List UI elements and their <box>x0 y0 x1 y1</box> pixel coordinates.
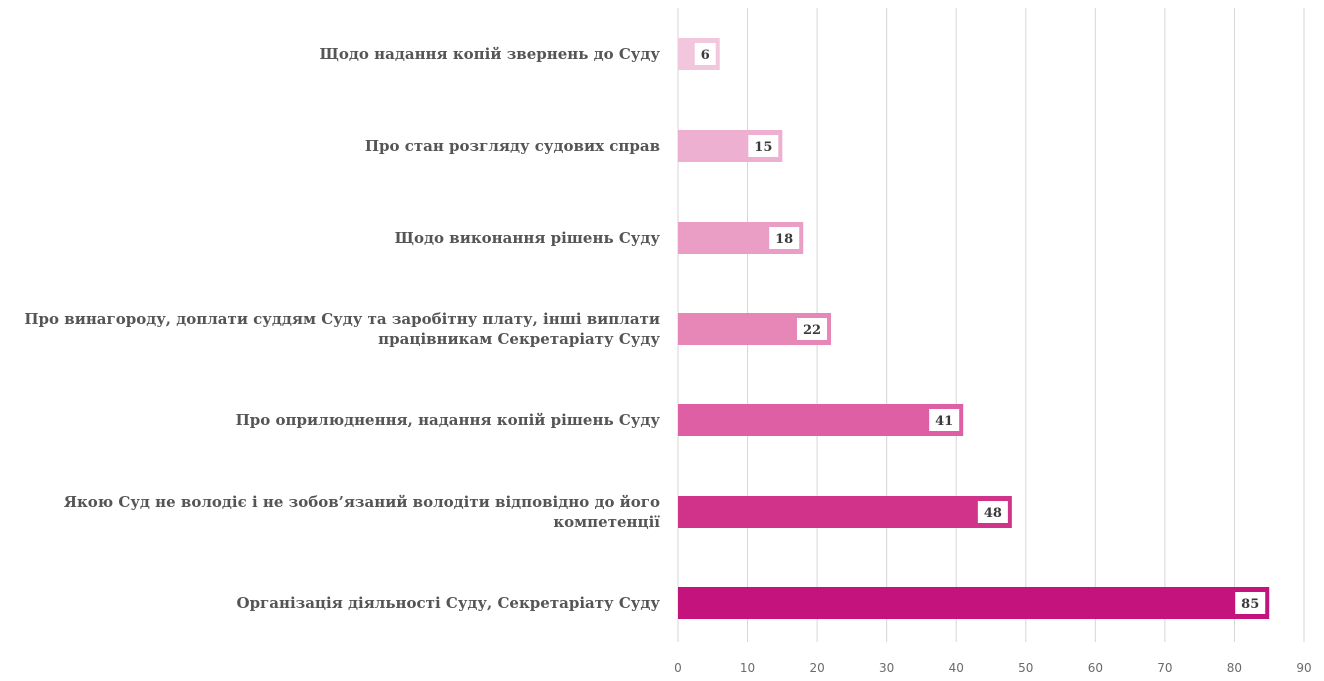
x-tick-label: 30 <box>879 661 894 675</box>
data-label: 22 <box>803 323 821 338</box>
data-label: 6 <box>701 48 710 63</box>
category-label: Про оприлюднення, надання копій рішень С… <box>236 411 661 429</box>
data-label: 15 <box>754 140 772 155</box>
category-labels: Щодо надання копій звернень до Суду Про с… <box>24 45 660 612</box>
bar <box>678 496 1012 528</box>
x-tick-label: 80 <box>1227 661 1242 675</box>
data-label: 48 <box>984 506 1002 521</box>
data-labels: 6 15 18 22 41 48 85 <box>694 43 1266 614</box>
category-label-line: Щодо виконання рішень Суду <box>395 229 661 247</box>
data-label: 18 <box>775 232 793 247</box>
data-label-box <box>769 227 800 249</box>
category-label-line: Організація діяльності Суду, Секретаріат… <box>237 594 661 612</box>
x-tick-label: 60 <box>1088 661 1103 675</box>
bar <box>678 404 964 436</box>
category-label: Щодо виконання рішень Суду <box>395 229 661 247</box>
category-label: Про винагороду, доплати суддям Суду та з… <box>24 310 660 348</box>
data-label-box <box>977 501 1008 523</box>
data-label-box <box>694 43 716 65</box>
category-label-line: Якою Суд не володіє і не зобов’язаний во… <box>64 493 660 511</box>
category-label: Про стан розгляду судових справ <box>365 137 660 155</box>
category-label-line: працівникам Секретаріату Суду <box>378 330 660 348</box>
data-label-box <box>929 409 960 431</box>
category-label-line: Про оприлюднення, надання копій рішень С… <box>236 411 661 429</box>
data-label-box <box>748 135 779 157</box>
x-tick-label: 40 <box>949 661 964 675</box>
x-tick-label: 50 <box>1018 661 1033 675</box>
gridlines <box>677 8 1305 642</box>
category-label: Організація діяльності Суду, Секретаріат… <box>237 594 661 612</box>
bar <box>678 587 1270 619</box>
data-label: 41 <box>935 414 953 429</box>
x-tick-label: 70 <box>1157 661 1172 675</box>
data-label-box <box>1235 592 1266 614</box>
category-label-line: Про стан розгляду судових справ <box>365 137 660 155</box>
category-label-line: Щодо надання копій звернень до Суду <box>320 45 661 63</box>
x-tick-label: 90 <box>1296 661 1311 675</box>
data-label-box <box>797 318 828 340</box>
x-tick-label: 0 <box>674 661 682 675</box>
data-label: 85 <box>1241 597 1259 612</box>
category-label: Якою Суд не володіє і не зобов’язаний во… <box>64 493 661 531</box>
x-axis-ticks: 0 10 20 30 40 50 60 70 80 90 <box>674 661 1311 675</box>
category-label: Щодо надання копій звернень до Суду <box>320 45 661 63</box>
x-tick-label: 20 <box>809 661 824 675</box>
category-label-line: Про винагороду, доплати суддям Суду та з… <box>24 310 660 328</box>
category-label-line: компетенції <box>553 513 660 531</box>
x-tick-label: 10 <box>740 661 755 675</box>
bars <box>678 38 1270 619</box>
